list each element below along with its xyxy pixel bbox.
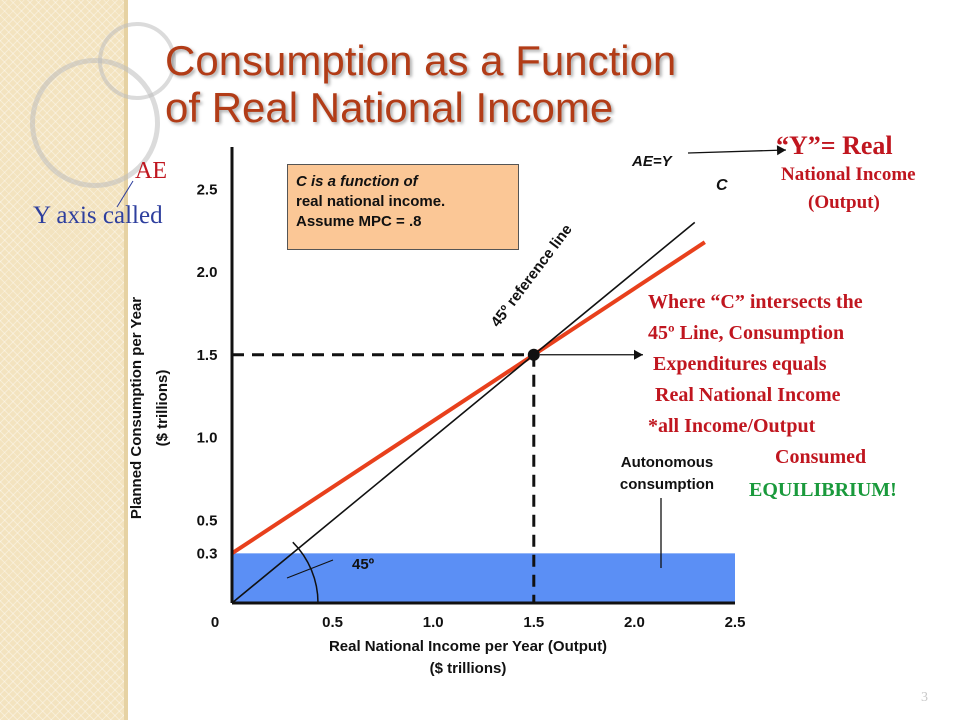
slide-title: Consumption as a Function of Real Nation… <box>165 37 676 131</box>
y-tick-label: 1.0 <box>197 430 218 447</box>
angle-pointer <box>286 559 334 579</box>
y-axis-called-label: Y axis called <box>33 202 163 229</box>
y-axis-unit: ($ trillions) <box>154 370 171 447</box>
intersection-line-3: Expenditures equals <box>653 353 827 375</box>
x-tick-label: 0 <box>211 614 219 631</box>
y-tick-label: 2.0 <box>197 264 218 281</box>
ae-pointer <box>116 180 134 208</box>
y-tick-label: 1.5 <box>197 347 218 364</box>
autonomous-consumption-band <box>232 553 735 603</box>
y-equals-line-1: “Y”= Real <box>776 131 893 160</box>
slide-number: 3 <box>921 690 928 705</box>
note-line-2: real national income. <box>296 193 446 210</box>
x-axis-unit: ($ trillions) <box>430 660 507 677</box>
y-equals-line-2: National Income <box>781 164 916 185</box>
angle-label: 45º <box>352 556 375 573</box>
series-label-ae-y: AE=Y <box>631 153 674 170</box>
consumption-line-c <box>230 240 706 556</box>
x-tick-label: 1.5 <box>523 614 544 631</box>
y-axis-arrow <box>687 149 787 154</box>
y-equals-line-3: (Output) <box>808 192 880 213</box>
intersection-line-2: 45º Line, Consumption <box>648 322 845 344</box>
autonomous-line-2: consumption <box>619 476 715 493</box>
angle-arc <box>292 541 319 604</box>
intersection-explanation: Where “C” intersects the 45º Line, Consu… <box>648 287 866 473</box>
decorative-ring-small <box>98 22 176 100</box>
autonomous-line-1: Autonomous <box>620 454 714 471</box>
reference-line-45 <box>231 221 696 604</box>
intersection-line-1: Where “C” intersects the <box>648 291 863 313</box>
title-line-2: of Real National Income <box>165 84 614 131</box>
note-line-3: Assume MPC = .8 <box>296 213 422 230</box>
intersection-line-5: *all Income/Output <box>648 415 816 437</box>
x-tick-label: 1.0 <box>423 614 444 631</box>
y-equals-label: “Y”= Real National Income (Output) <box>776 131 916 217</box>
note-line-1: C is a function of <box>296 173 418 190</box>
x-tick-label: 2.0 <box>624 614 645 631</box>
y-tick-label: 0.3 <box>197 545 218 562</box>
ae-label: AE <box>135 158 167 184</box>
decorative-ring-large <box>30 58 160 188</box>
assumption-note-box: C is a function of real national income.… <box>287 164 519 250</box>
equilibrium-label: EQUILIBRIUM! <box>749 479 897 501</box>
autonomous-consumption-label: Autonomous consumption <box>598 452 736 496</box>
y-tick-label: 2.5 <box>197 181 218 198</box>
y-axis-title: Planned Consumption per Year <box>128 297 145 519</box>
x-axis-title: Real National Income per Year (Output) <box>329 638 607 655</box>
y-axis-arrow-head <box>776 145 786 156</box>
x-tick-label: 0.5 <box>322 614 343 631</box>
series-label-c: C <box>716 177 728 194</box>
intersection-line-4: Real National Income <box>655 384 841 406</box>
title-line-1: Consumption as a Function <box>165 37 677 84</box>
y-tick-label: 0.5 <box>197 512 218 529</box>
intersection-line-6: Consumed <box>775 446 867 468</box>
equilibrium-point <box>527 348 540 361</box>
equilibrium-arrow-head <box>634 349 643 360</box>
x-tick-label: 2.5 <box>725 614 746 631</box>
